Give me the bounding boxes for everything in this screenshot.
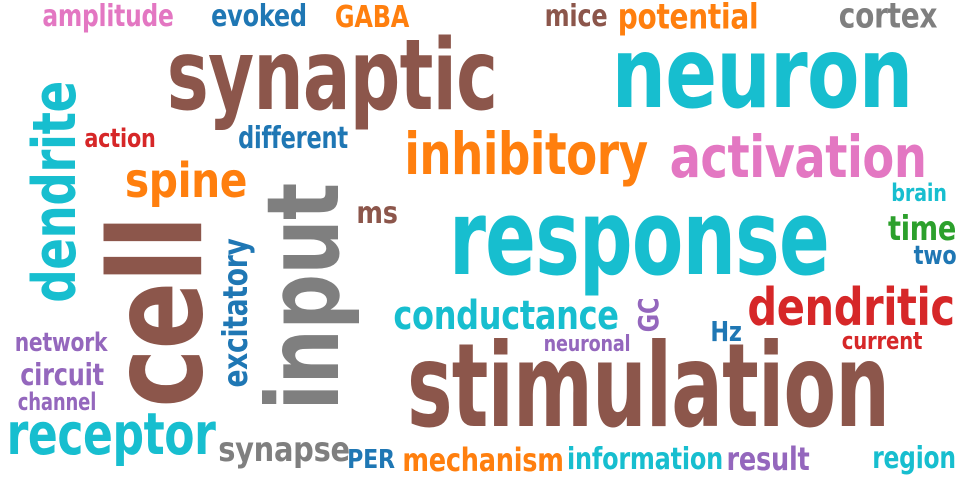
word-current: current <box>841 327 923 355</box>
word-activation: activation <box>669 123 927 191</box>
word-stimulation: stimulation <box>406 319 890 454</box>
word-potential: potential <box>617 0 759 38</box>
word-region: region <box>872 441 956 476</box>
word-hz: Hz <box>710 315 742 348</box>
word-mechanism: mechanism <box>402 441 564 479</box>
word-circuit: circuit <box>20 358 104 393</box>
word-action: action <box>84 124 156 154</box>
word-neuron: neuron <box>611 17 913 131</box>
word-information: information <box>567 442 723 477</box>
word-different: different <box>238 121 348 156</box>
word-per: PER <box>347 445 395 475</box>
word-inhibitory: inhibitory <box>404 120 648 188</box>
word-dendrite: dendrite <box>20 81 90 303</box>
word-synapse: synapse <box>218 430 350 470</box>
word-neuronal: neuronal <box>543 332 631 357</box>
word-gaba: GABA <box>334 0 410 35</box>
word-spine: spine <box>124 153 248 209</box>
word-two: two <box>913 241 957 271</box>
word-channel: channel <box>17 388 97 416</box>
word-cortex: cortex <box>838 0 938 37</box>
word-amplitude: amplitude <box>42 0 174 34</box>
word-input: input <box>245 183 362 411</box>
word-evoked: evoked <box>211 0 307 34</box>
word-cell: cell <box>83 216 232 408</box>
word-receptor: receptor <box>6 400 216 468</box>
word-dendritic: dendritic <box>747 278 955 338</box>
word-network: network <box>14 328 108 358</box>
word-time: time <box>887 209 957 249</box>
word-conductance: conductance <box>393 293 619 339</box>
word-brain: brain <box>891 179 947 207</box>
word-synaptic: synaptic <box>166 19 498 133</box>
word-ms: ms <box>356 196 398 231</box>
word-response: response <box>448 177 830 299</box>
word-mice: mice <box>544 0 608 34</box>
word-result: result <box>726 440 810 478</box>
